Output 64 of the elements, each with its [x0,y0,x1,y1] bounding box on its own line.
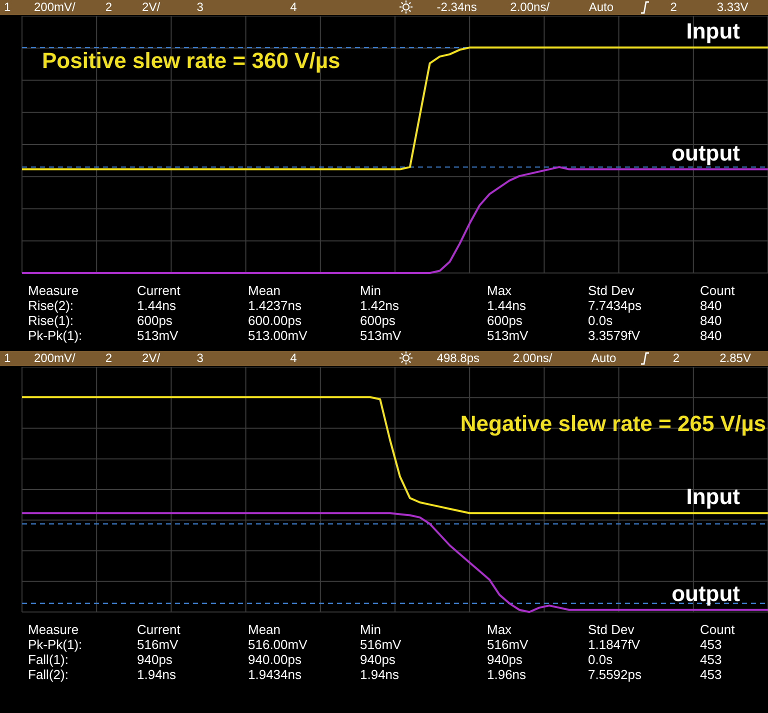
text: Current [137,283,182,298]
text: 940ps [360,652,396,667]
series-label: Input [686,484,741,510]
text: 940.00ps [248,652,302,667]
text: 1.44ns [137,298,178,313]
text: 600ps [137,313,174,328]
text: 513mV [360,328,402,343]
text: 1.4237ns [248,298,302,313]
text: 600ps [487,313,524,328]
text: Measure [28,283,80,298]
text: Mean [248,283,282,298]
text: 1.9434ns [248,667,302,682]
text: 600.00ps [248,313,302,328]
text: 1.94ns [137,667,178,682]
chart-subtitle: 1 200mV/ 2 2V/ 3 4 498.8ps 2.00ns/ Auto 2 2.85V [4,351,751,366]
text: Min [360,622,382,637]
text: 516mV [360,637,402,652]
text: 7.5592ps [588,667,642,682]
series-label: Input [686,18,741,44]
text: 840 [700,313,723,328]
text: 940ps [137,652,174,667]
text: 453 [700,667,723,682]
text: 516mV [487,637,530,652]
text: Current [137,622,182,637]
text: Rise(1): [28,313,75,328]
series-label: output [672,140,741,166]
text: 513mV [487,328,530,343]
text: Measure [28,622,80,637]
text: 3.3579fV [588,328,642,343]
text: 513.00mV [248,328,308,343]
text: Pk-Pk(1): [28,328,84,343]
text: 7.7434ps [588,298,642,313]
text: 513mV [137,328,180,343]
text: Count [700,283,736,298]
text: 840 [700,298,723,313]
text: 453 [700,637,723,652]
text: 1.96ns [487,667,528,682]
text: 0.0s [588,652,614,667]
text: 1.94ns [360,667,400,682]
text: Std Dev [588,622,636,637]
text: Mean [248,622,282,637]
text: Min [360,283,382,298]
text: Rise(2): [28,298,75,313]
text: 1.42ns [360,298,400,313]
text: 453 [700,652,723,667]
text: Std Dev [588,283,636,298]
text: 840 [700,328,723,343]
text: 600ps [360,313,396,328]
text: Max [487,622,513,637]
text: 1.44ns [487,298,528,313]
annotation: Positive slew rate = 360 V/µs [42,48,340,73]
text: 0.0s [588,313,614,328]
chart-subtitle: 1 200mV/ 2 2V/ 3 4 -2.34ns 2.00ns/ Auto 2 3.33V [4,0,748,15]
text: 940ps [487,652,524,667]
text: Pk-Pk(1): [28,637,84,652]
text: 516.00mV [248,637,308,652]
text: Count [700,622,736,637]
text: 516mV [137,637,180,652]
series-label: output [672,580,741,606]
annotation: Negative slew rate = 265 V/µs [460,411,766,436]
text: Max [487,283,513,298]
text: Fall(2): [28,667,70,682]
text: 1.1847fV [588,637,642,652]
text: Fall(1): [28,652,70,667]
